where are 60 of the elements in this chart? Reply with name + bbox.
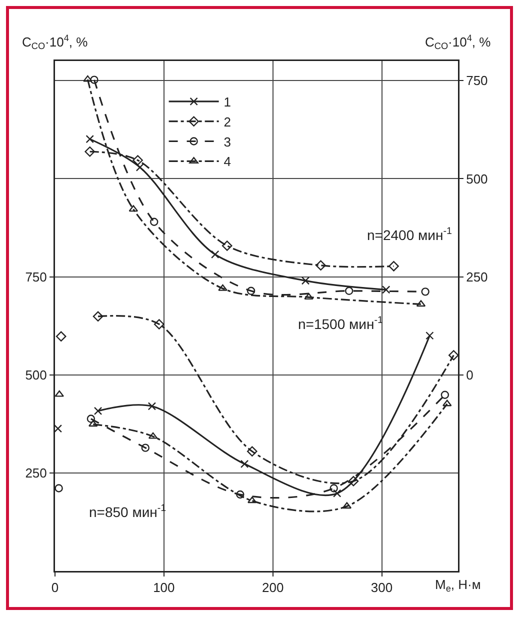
point	[240, 460, 249, 468]
point	[416, 300, 426, 307]
point	[92, 311, 104, 322]
y2-tick-label: 500	[466, 171, 488, 186]
point	[83, 75, 92, 82]
point	[86, 414, 96, 423]
y-tick-label: 500	[25, 367, 47, 382]
point	[316, 260, 326, 271]
y-axis-title: C$_{CO}$·10$^{4}$, %	[22, 33, 88, 52]
point	[246, 446, 258, 456]
point	[342, 502, 352, 509]
point	[94, 406, 102, 416]
point	[222, 240, 232, 251]
point	[236, 490, 244, 499]
point	[426, 332, 434, 340]
point	[148, 432, 158, 439]
point	[448, 350, 459, 360]
x-tick-label: 200	[262, 580, 284, 596]
point	[84, 146, 95, 157]
y2-tick-label: 250	[466, 269, 488, 284]
point	[211, 250, 220, 259]
point	[56, 331, 66, 342]
y-tick-label: 250	[25, 465, 47, 480]
legend-label: 2	[224, 114, 232, 130]
point	[154, 319, 164, 330]
point	[218, 284, 228, 291]
point	[86, 134, 94, 144]
legend-label: 4	[224, 154, 232, 170]
x-tick-label: 300	[370, 580, 393, 596]
point	[141, 444, 150, 452]
point	[148, 402, 156, 410]
x-tick-label: 100	[153, 580, 175, 596]
point	[248, 496, 257, 504]
point	[440, 390, 450, 399]
point	[246, 286, 256, 295]
y2-tick-label: 0	[466, 367, 474, 382]
y2-tick-label: 750	[466, 73, 488, 88]
point	[304, 293, 314, 300]
point	[132, 155, 143, 166]
point	[88, 420, 98, 427]
point	[54, 390, 64, 397]
point	[128, 205, 138, 212]
legend-label: 1	[224, 94, 232, 110]
x-tick-label: 0	[51, 580, 59, 596]
y-tick-label: 750	[25, 269, 47, 284]
point	[54, 484, 63, 492]
point	[301, 276, 310, 285]
y2-axis-title: C$_{CO}$·10$^{4}$, %	[425, 33, 492, 52]
legend-label: 3	[224, 134, 232, 150]
x-axis-title: M$_{e}$, Н·м	[435, 577, 481, 594]
point	[344, 286, 354, 295]
point	[421, 288, 430, 296]
point	[348, 476, 359, 486]
point	[150, 218, 158, 226]
point	[333, 489, 342, 498]
point	[388, 261, 399, 272]
point	[330, 484, 338, 492]
point	[382, 286, 390, 294]
point	[90, 76, 98, 84]
point	[442, 400, 452, 406]
